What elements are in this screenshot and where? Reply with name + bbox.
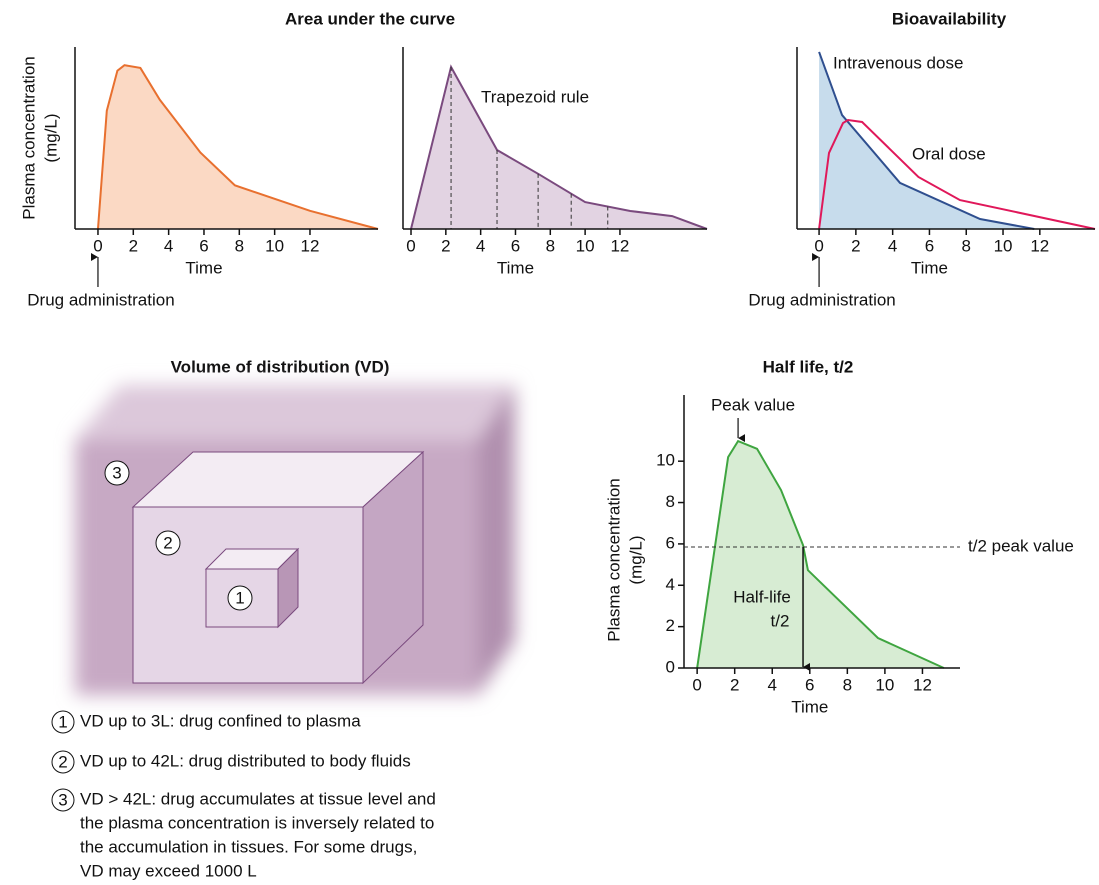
outer-top — [75, 385, 515, 440]
x-tick-label: 8 — [962, 236, 971, 255]
annotation: Peak value — [711, 395, 795, 414]
chart-title: Bioavailability — [892, 9, 1007, 28]
x-tick-label: 4 — [768, 675, 777, 694]
x-tick-label: 12 — [1030, 236, 1049, 255]
y-axis-label: (mg/L) — [41, 113, 60, 162]
x-tick-label: 0 — [692, 675, 701, 694]
annotation: Trapezoid rule — [481, 87, 589, 106]
x-tick-label: 6 — [199, 236, 208, 255]
legend-text: VD up to 3L: drug confined to plasma — [80, 711, 361, 730]
area — [819, 52, 1034, 229]
x-tick-label: 2 — [441, 236, 450, 255]
chart-title: Area under the curve — [285, 9, 455, 28]
legend-number: 3 — [58, 790, 67, 809]
chart-title: Half life, t/2 — [763, 357, 854, 376]
x-axis-label: Time — [185, 258, 222, 277]
x-axis-label: Time — [497, 258, 534, 277]
x-tick-label: 2 — [851, 236, 860, 255]
x-tick-label: 12 — [913, 675, 932, 694]
y-tick-label: 8 — [666, 492, 675, 511]
annotation: t/2 — [771, 611, 790, 630]
y-axis-label: (mg/L) — [626, 535, 645, 584]
x-tick-label: 6 — [805, 675, 814, 694]
y-axis-label: Plasma concentration — [19, 56, 38, 219]
y-tick-label: 6 — [666, 533, 675, 552]
series-label: Oral dose — [912, 144, 986, 163]
legend-text: VD > 42L: drug accumulates at tissue lev… — [80, 789, 436, 808]
legend-text: the accumulation in tissues. For some dr… — [80, 837, 417, 856]
x-tick-label: 0 — [93, 236, 102, 255]
x-tick-label: 8 — [235, 236, 244, 255]
x-tick-label: 8 — [546, 236, 555, 255]
annotation: Drug administration — [27, 290, 174, 309]
x-tick-label: 10 — [576, 236, 595, 255]
legend-number: 1 — [58, 712, 67, 731]
x-tick-label: 6 — [511, 236, 520, 255]
figure: Volume of distribution (VD) 1 2 3 1 VD u… — [0, 0, 1099, 885]
x-tick-label: 4 — [888, 236, 897, 255]
legend-number: 2 — [58, 752, 67, 771]
x-tick-label: 2 — [129, 236, 138, 255]
y-tick-label: 0 — [666, 657, 675, 676]
x-tick-label: 12 — [301, 236, 320, 255]
x-tick-label: 4 — [164, 236, 173, 255]
x-tick-label: 12 — [610, 236, 629, 255]
series-label: Intravenous dose — [833, 53, 963, 72]
y-tick-label: 2 — [666, 616, 675, 635]
area — [98, 65, 378, 229]
annotation: t/2 peak value — [968, 536, 1074, 555]
area — [697, 441, 944, 668]
x-tick-label: 10 — [265, 236, 284, 255]
legend-text: VD up to 42L: drug distributed to body f… — [80, 751, 411, 770]
x-tick-label: 6 — [925, 236, 934, 255]
legend-text: the plasma concentration is inversely re… — [80, 813, 434, 832]
annotation: Half-life — [733, 587, 791, 606]
x-tick-label: 8 — [843, 675, 852, 694]
legend-text: VD may exceed 1000 L — [80, 861, 257, 880]
x-tick-label: 0 — [406, 236, 415, 255]
x-tick-label: 0 — [814, 236, 823, 255]
diagram-title: Volume of distribution (VD) — [171, 357, 390, 376]
x-axis-label: Time — [791, 697, 828, 716]
y-tick-label: 4 — [666, 575, 675, 594]
x-tick-label: 10 — [994, 236, 1013, 255]
vd-diagram: Volume of distribution (VD) 1 2 3 1 VD u… — [52, 357, 515, 880]
x-tick-label: 4 — [476, 236, 485, 255]
box-label: 2 — [163, 533, 172, 552]
y-tick-label: 10 — [656, 451, 675, 470]
x-axis-label: Time — [911, 258, 948, 277]
box-label: 1 — [235, 588, 244, 607]
x-tick-label: 2 — [730, 675, 739, 694]
box-label: 3 — [112, 463, 121, 482]
annotation: Drug administration — [748, 290, 895, 309]
y-axis-label: Plasma concentration — [604, 478, 623, 641]
x-tick-label: 10 — [875, 675, 894, 694]
